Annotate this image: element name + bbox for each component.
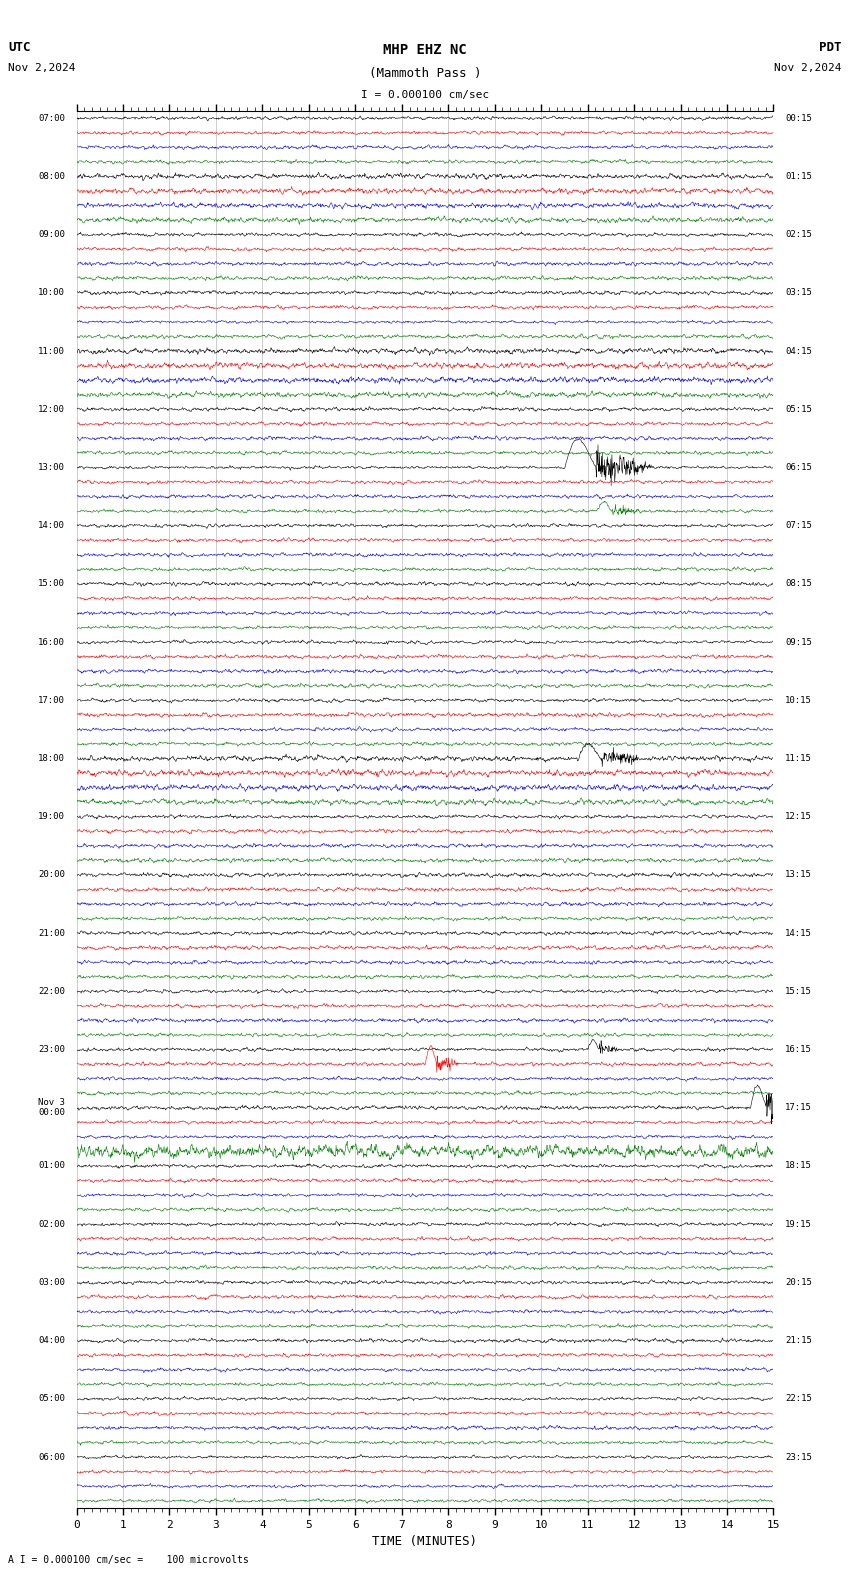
Text: 23:00: 23:00: [38, 1045, 65, 1053]
Text: 14:00: 14:00: [38, 521, 65, 531]
Text: 17:15: 17:15: [785, 1104, 812, 1112]
X-axis label: TIME (MINUTES): TIME (MINUTES): [372, 1535, 478, 1548]
Text: 07:15: 07:15: [785, 521, 812, 531]
Text: 05:00: 05:00: [38, 1394, 65, 1403]
Text: 18:15: 18:15: [785, 1161, 812, 1171]
Text: 14:15: 14:15: [785, 928, 812, 938]
Text: 09:00: 09:00: [38, 230, 65, 239]
Text: (Mammoth Pass ): (Mammoth Pass ): [369, 67, 481, 79]
Text: 01:00: 01:00: [38, 1161, 65, 1171]
Text: 10:00: 10:00: [38, 288, 65, 298]
Text: 21:15: 21:15: [785, 1337, 812, 1345]
Text: 20:15: 20:15: [785, 1278, 812, 1286]
Text: 08:00: 08:00: [38, 173, 65, 181]
Text: 11:00: 11:00: [38, 347, 65, 355]
Text: 12:15: 12:15: [785, 813, 812, 821]
Text: PDT: PDT: [819, 41, 842, 54]
Text: Nov 2,2024: Nov 2,2024: [8, 63, 76, 73]
Text: 11:15: 11:15: [785, 754, 812, 763]
Text: 19:15: 19:15: [785, 1220, 812, 1229]
Text: 19:00: 19:00: [38, 813, 65, 821]
Text: 03:00: 03:00: [38, 1278, 65, 1286]
Text: 08:15: 08:15: [785, 580, 812, 588]
Text: Nov 3
00:00: Nov 3 00:00: [38, 1098, 65, 1117]
Text: 01:15: 01:15: [785, 173, 812, 181]
Text: 23:15: 23:15: [785, 1453, 812, 1462]
Text: 09:15: 09:15: [785, 638, 812, 646]
Text: UTC: UTC: [8, 41, 31, 54]
Text: 06:00: 06:00: [38, 1453, 65, 1462]
Text: 10:15: 10:15: [785, 695, 812, 705]
Text: 04:15: 04:15: [785, 347, 812, 355]
Text: 22:15: 22:15: [785, 1394, 812, 1403]
Text: 15:15: 15:15: [785, 987, 812, 996]
Text: 12:00: 12:00: [38, 406, 65, 413]
Text: 20:00: 20:00: [38, 871, 65, 879]
Text: 18:00: 18:00: [38, 754, 65, 763]
Text: 15:00: 15:00: [38, 580, 65, 588]
Text: 16:00: 16:00: [38, 638, 65, 646]
Text: 04:00: 04:00: [38, 1337, 65, 1345]
Text: 16:15: 16:15: [785, 1045, 812, 1053]
Text: Nov 2,2024: Nov 2,2024: [774, 63, 842, 73]
Text: 07:00: 07:00: [38, 114, 65, 122]
Text: 13:15: 13:15: [785, 871, 812, 879]
Text: MHP EHZ NC: MHP EHZ NC: [383, 43, 467, 57]
Text: 22:00: 22:00: [38, 987, 65, 996]
Text: 06:15: 06:15: [785, 463, 812, 472]
Text: 02:15: 02:15: [785, 230, 812, 239]
Text: 05:15: 05:15: [785, 406, 812, 413]
Text: 00:15: 00:15: [785, 114, 812, 122]
Text: I = 0.000100 cm/sec: I = 0.000100 cm/sec: [361, 90, 489, 100]
Text: 21:00: 21:00: [38, 928, 65, 938]
Text: 03:15: 03:15: [785, 288, 812, 298]
Text: 17:00: 17:00: [38, 695, 65, 705]
Text: A I = 0.000100 cm/sec =    100 microvolts: A I = 0.000100 cm/sec = 100 microvolts: [8, 1555, 249, 1565]
Text: 13:00: 13:00: [38, 463, 65, 472]
Text: 02:00: 02:00: [38, 1220, 65, 1229]
